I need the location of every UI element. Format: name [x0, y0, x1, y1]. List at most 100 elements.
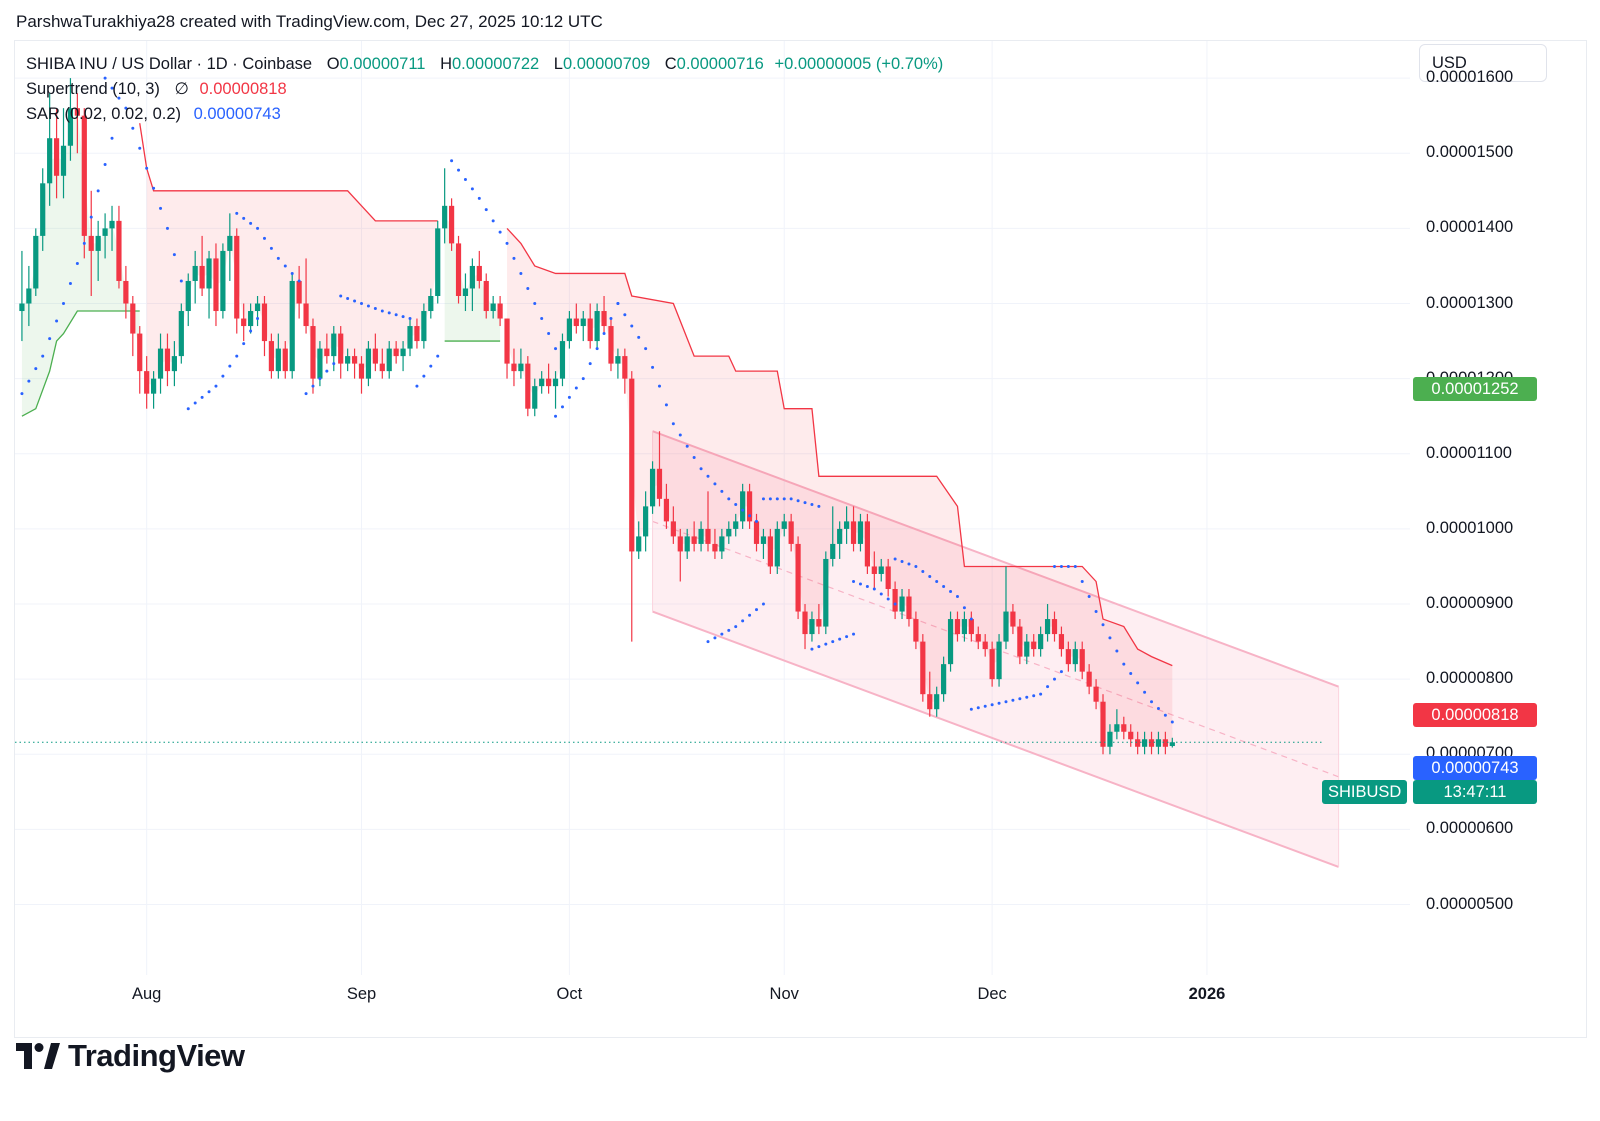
candle-body [185, 280, 191, 312]
sar-dot [429, 364, 433, 368]
candle-body [345, 356, 351, 364]
sar-dot [55, 319, 59, 323]
candle-body [622, 356, 628, 379]
candle-body [518, 363, 524, 372]
candle-body [19, 303, 25, 312]
regression-channel [652, 430, 1340, 868]
supertrend-value: 0.00000818 [199, 80, 287, 98]
sar-dot [1073, 564, 1077, 568]
candle-body [1072, 649, 1078, 665]
candle [823, 551, 829, 635]
tradingview-logo[interactable]: TradingView [16, 1038, 245, 1074]
candle-body [864, 521, 870, 567]
candle-body [74, 108, 80, 116]
legend-supertrend-row[interactable]: Supertrend (10, 3) ∅ 0.00000818 [26, 77, 943, 102]
candle [844, 506, 850, 544]
candle-body [712, 543, 718, 552]
sar-dot [595, 347, 599, 351]
sar-dot [519, 271, 523, 275]
sar-dot [630, 324, 634, 328]
chart-legend: SHIBA INU / US Dollar · 1D · Coinbase O0… [26, 52, 943, 127]
candle-body [927, 694, 933, 710]
candle-body [282, 348, 288, 372]
candle-body [60, 145, 67, 176]
candle [913, 611, 919, 650]
candle-body [719, 536, 725, 552]
chart-frame[interactable] [14, 40, 1587, 1038]
candle [1141, 731, 1148, 755]
candle-body [608, 326, 614, 364]
sar-dot [117, 96, 121, 100]
candle [60, 108, 67, 199]
candle-body [1114, 724, 1120, 732]
sar-dot [685, 444, 689, 448]
sar-dot [145, 166, 149, 170]
sar-dot [761, 497, 765, 501]
candle-body [1121, 724, 1127, 732]
candle-body [81, 115, 87, 236]
candle [358, 356, 365, 394]
candle [733, 513, 739, 537]
candle-body [566, 318, 572, 342]
sar-dot [27, 379, 31, 383]
sar-dot [1053, 564, 1056, 568]
candle [476, 250, 482, 289]
candle-body [726, 528, 732, 537]
sar-dot [401, 315, 405, 319]
symbol-title[interactable]: SHIBA INU / US Dollar · 1D · Coinbase [26, 55, 313, 73]
candle-body [850, 521, 857, 544]
candle-body [1051, 619, 1058, 635]
candle [982, 634, 988, 657]
legend-symbol-row: SHIBA INU / US Dollar · 1D · Coinbase O0… [26, 52, 943, 77]
candle [1135, 731, 1141, 755]
currency-button[interactable]: USD [1419, 44, 1547, 82]
channel-upper-line [652, 430, 1339, 688]
sar-dot [463, 178, 467, 182]
candle [871, 551, 877, 590]
legend-sar-row[interactable]: SAR (0.02, 0.02, 0.2) 0.00000743 [26, 102, 943, 127]
supertrend-lines [21, 123, 1173, 667]
candle [684, 528, 690, 559]
candle [504, 318, 510, 379]
sar-dot [748, 613, 752, 617]
candle [95, 220, 101, 281]
sar-dot [761, 602, 765, 606]
sar-dot [858, 582, 862, 586]
candle [968, 611, 974, 642]
candle [809, 611, 815, 642]
sar-dot [1101, 623, 1105, 627]
sar-dot [637, 335, 641, 339]
candle-body [275, 348, 281, 372]
sar-dot [713, 482, 717, 486]
candle-body [947, 619, 954, 665]
sar-dot [41, 354, 45, 358]
candle-body [677, 536, 683, 552]
candle [324, 333, 330, 364]
sar-dot [1066, 564, 1070, 568]
candle-body [95, 235, 101, 251]
candle-body [199, 265, 205, 289]
candle [1086, 664, 1092, 695]
candle [885, 558, 891, 597]
sar-dot [768, 497, 772, 501]
symbol-price-tag: SHIBUSD [1322, 780, 1408, 804]
candle-body [837, 528, 843, 544]
supertrend-up-line [21, 310, 140, 417]
candle [1155, 731, 1162, 755]
hidden-values-icon[interactable]: ∅ [174, 80, 189, 98]
candle [830, 506, 836, 567]
candle-body [643, 506, 649, 537]
sar-dot [879, 592, 883, 596]
candle-body [767, 536, 773, 567]
sar-dot [353, 299, 357, 303]
candle [310, 318, 316, 394]
sar-dot [470, 187, 474, 191]
sar-dot [48, 337, 52, 341]
sar-dot [304, 392, 308, 396]
candle-body [227, 235, 233, 251]
sar-dot [152, 186, 156, 190]
sar-dot [165, 226, 169, 230]
candle-body [310, 326, 316, 379]
candle-body [504, 318, 510, 364]
